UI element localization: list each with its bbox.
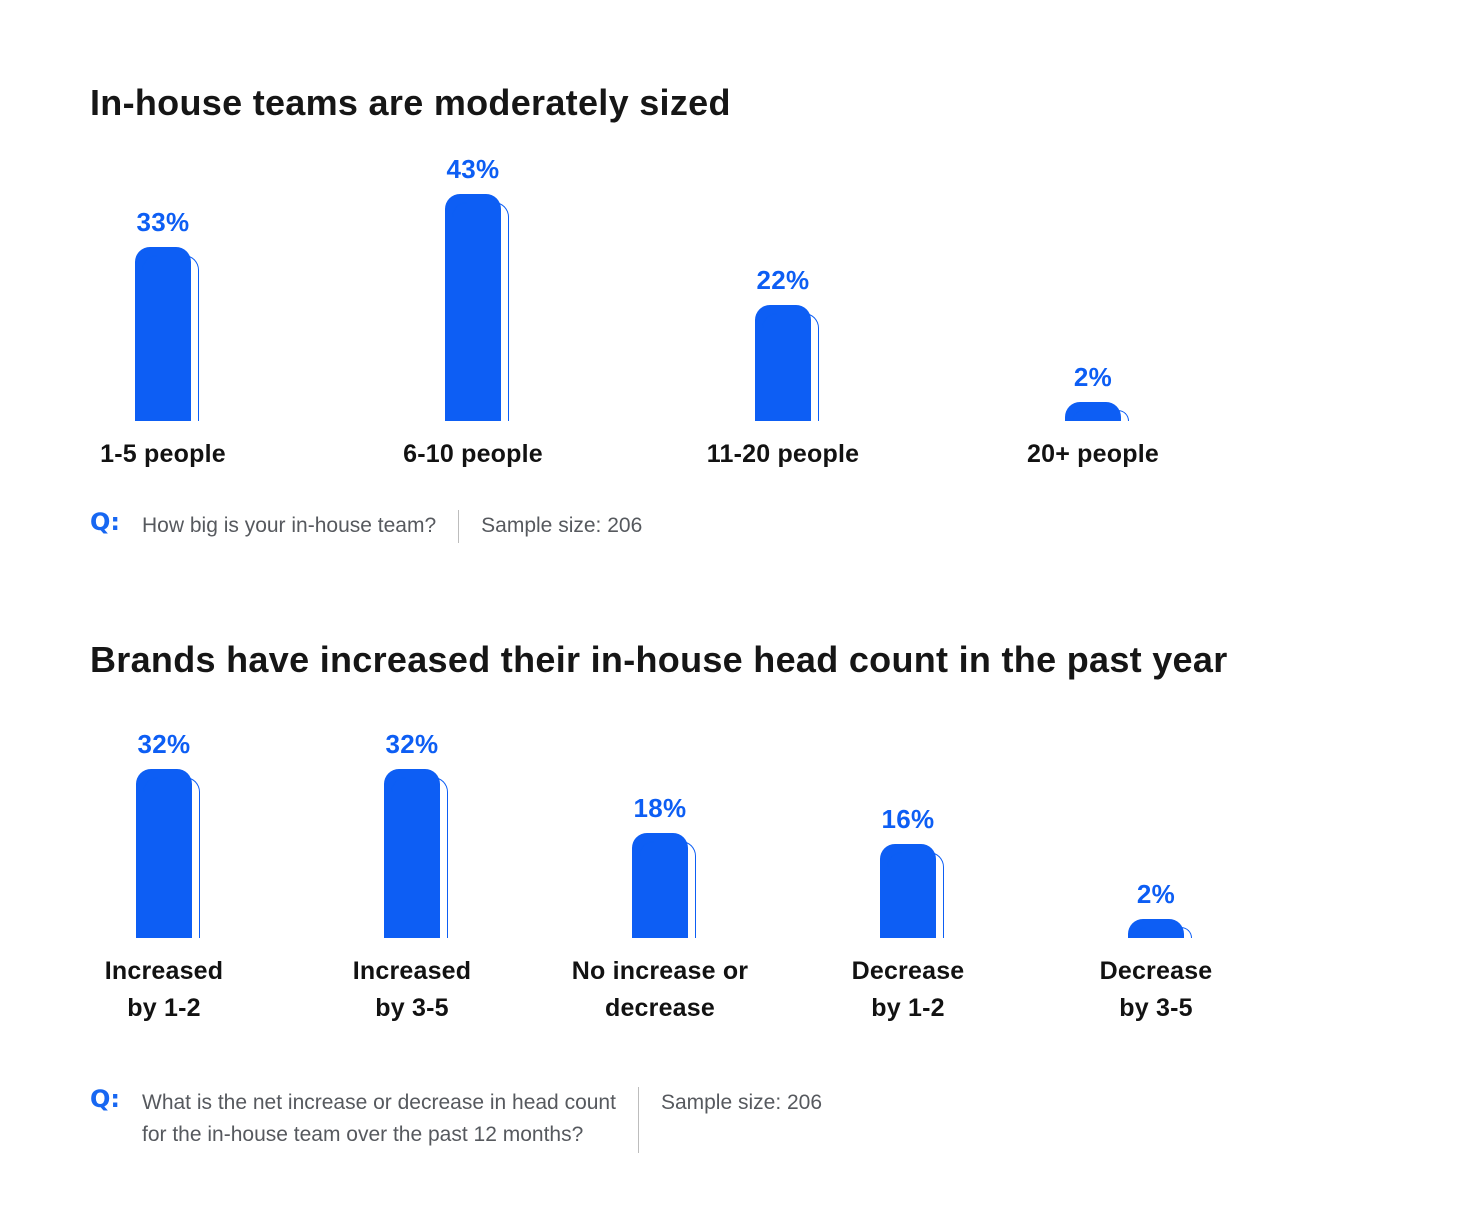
bar-category-label: Increased by 1-2 [104, 956, 224, 1023]
bar-value-label: 2% [1136, 878, 1176, 909]
bar-value-label: 33% [136, 207, 190, 237]
bar-column: 2% 20+ people [938, 152, 1248, 474]
bar-column: 32% Increased by 1-2 [40, 729, 288, 1029]
bar-category-label: 1-5 people [100, 440, 226, 468]
bar [632, 832, 696, 938]
chart-section-head-count: Brands have increased their in-house hea… [0, 639, 1476, 1153]
bar-column: 18% No increase or decrease [536, 729, 784, 1029]
question-badge: Q: [90, 1084, 120, 1113]
bar-category-label: Decrease by 1-2 [851, 956, 965, 1023]
bar-value-label: 18% [633, 792, 687, 823]
bar [135, 247, 199, 421]
chart-section-team-size: In-house teams are moderately sized 33% 1… [0, 0, 1476, 543]
bar-value-label: 22% [756, 265, 810, 295]
sample-size-text: Sample size: 206 [481, 514, 643, 537]
bar [445, 194, 509, 421]
question-text: How big is your in-house team? [142, 514, 437, 537]
bar-category-label: 20+ people [1027, 440, 1159, 468]
bar-column: 2% Decrease by 3-5 [1032, 729, 1280, 1029]
bar [1128, 918, 1192, 938]
chart-title-team-size: In-house teams are moderately sized [90, 82, 731, 123]
question-divider [458, 510, 460, 543]
bar-value-label: 32% [385, 728, 439, 759]
bar-category-label: 6-10 people [403, 440, 543, 468]
bars-row-head-count: 32% Increased by 1-2 32% Increased by 3-5 18… [40, 729, 1280, 1029]
bar-column: 43% 6-10 people [318, 152, 628, 474]
question-text: What is the net increase or decrease in … [142, 1090, 616, 1147]
bar-value-label: 43% [446, 154, 500, 184]
bar-value-label: 32% [137, 728, 191, 759]
bar [384, 768, 448, 938]
bar [755, 305, 819, 421]
bar-category-label: Decrease by 3-5 [1099, 956, 1213, 1023]
bars-row-team-size: 33% 1-5 people 43% 6-10 people 22% 11-20 peop… [8, 152, 1248, 474]
sample-size-text: Sample size: 206 [660, 1090, 823, 1114]
bar-column: 16% Decrease by 1-2 [784, 729, 1032, 1029]
bar-category-label: 11-20 people [706, 440, 860, 468]
question-divider [637, 1086, 639, 1153]
bar [880, 843, 944, 938]
question-row-team-size: Q: How big is your in-house team? Sample… [90, 508, 1476, 543]
bar-column: 33% 1-5 people [8, 152, 318, 474]
bar-value-label: 2% [1073, 362, 1113, 392]
chart-title-head-count: Brands have increased their in-house hea… [90, 638, 1228, 680]
bar-category-label: Increased by 3-5 [352, 956, 472, 1023]
bar-column: 32% Increased by 3-5 [288, 729, 536, 1029]
question-badge: Q: [90, 508, 120, 536]
bar-column: 22% 11-20 people [628, 152, 938, 474]
bar-value-label: 16% [881, 803, 935, 834]
question-row-head-count: Q: What is the net increase or decrease … [90, 1084, 1476, 1153]
bar [1065, 402, 1129, 421]
bar-category-label: No increase or decrease [571, 956, 749, 1023]
bar [136, 768, 200, 938]
